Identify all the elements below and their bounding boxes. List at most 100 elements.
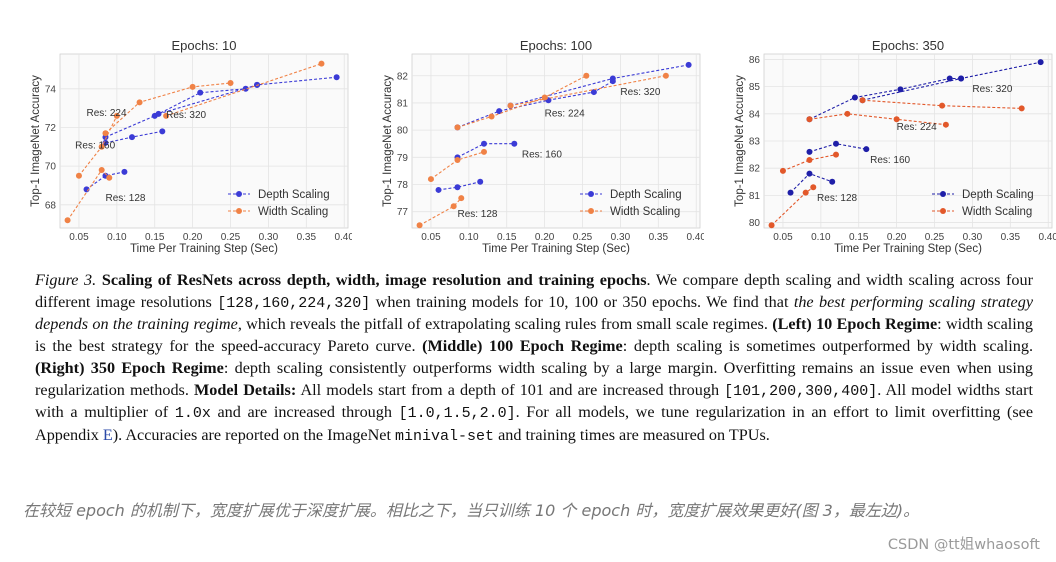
chart-epochs-100: Epochs: 100 0.05 0.10 0.15 0.20 0.25 0.30 0.35 0…	[382, 38, 704, 255]
data-point	[427, 176, 434, 183]
res-annotation: Res: 320	[166, 110, 206, 121]
legend-marker	[940, 191, 946, 197]
caption-text: . All model widths start with a multipli…	[35, 380, 1034, 422]
data-point	[189, 83, 196, 90]
caption-text: ). Accuracies are reported on the ImageN…	[112, 425, 396, 444]
x-tick-label: 0.15	[497, 232, 517, 243]
x-tick-label: 0.35	[1001, 232, 1021, 243]
legend-marker	[236, 191, 242, 197]
data-point	[159, 128, 166, 135]
series-line	[419, 197, 462, 226]
series-depth	[787, 59, 1044, 196]
res-annotation: Res: 160	[75, 141, 115, 152]
data-point	[662, 72, 669, 79]
left-regime-label: (Left) 10 Epoch Regime	[772, 315, 938, 334]
width-start: 1.0x	[174, 405, 211, 423]
data-point	[511, 140, 518, 147]
data-point	[590, 89, 597, 96]
data-point	[806, 116, 813, 123]
y-tick-label: 78	[397, 180, 409, 191]
x-tick-label: 0.10	[107, 232, 127, 243]
series-line	[809, 113, 946, 126]
y-axis-label: Top-1 ImageNet Accuracy	[734, 75, 746, 207]
series-width	[768, 97, 1025, 229]
y-tick-label: 81	[749, 191, 761, 202]
csdn-watermark: CSDN @tt姐whaosoft	[887, 537, 1040, 553]
res-annotation: Res: 160	[870, 155, 910, 166]
x-tick-label: 0.30	[259, 232, 279, 243]
legend-label: Width Scaling	[258, 206, 328, 218]
x-axis-label: Time Per Training Step (Sec)	[130, 243, 278, 255]
x-axis-label: Time Per Training Step (Sec)	[482, 243, 630, 255]
legend-label: Width Scaling	[962, 206, 1032, 218]
caption-text: . We compare depth scaling and width sca…	[35, 271, 1033, 311]
x-tick-label: 0.10	[811, 232, 831, 243]
series-line	[457, 75, 587, 128]
y-tick-label: 84	[749, 109, 761, 120]
data-point	[583, 72, 590, 79]
data-point	[129, 134, 135, 141]
data-point	[488, 113, 495, 120]
data-point	[939, 102, 946, 109]
data-point	[435, 186, 442, 193]
series-line	[105, 82, 231, 134]
res-list: [128,160,224,320]	[217, 294, 371, 312]
data-point	[685, 61, 692, 68]
x-tick-label: 0.25	[925, 232, 945, 243]
data-point	[481, 140, 487, 147]
series-line	[86, 171, 125, 190]
series-width	[64, 60, 325, 224]
y-tick-label: 82	[749, 164, 761, 175]
legend-marker	[236, 208, 242, 214]
data-point	[454, 184, 461, 191]
x-tick-label: 0.15	[145, 232, 165, 243]
x-tick-label: 0.30	[611, 232, 631, 243]
res-annotation: Res: 224	[897, 122, 937, 133]
appendix-link[interactable]: E	[102, 425, 113, 444]
data-point	[318, 60, 325, 67]
x-tick-label: 0.30	[963, 232, 983, 243]
data-point	[897, 86, 904, 93]
caption-text: and are increased through	[210, 403, 399, 422]
chart-epochs-10: Epochs: 10 0.05 0.10 0.15 0.20 0.25 0.30 0.35 0.…	[30, 38, 352, 255]
data-point	[75, 172, 82, 179]
x-tick-label: 0.05	[773, 232, 793, 243]
res-annotation: Res: 224	[545, 109, 585, 120]
x-tick-label: 0.20	[887, 232, 907, 243]
data-point	[333, 74, 340, 81]
width-list: [1.0,1.5,2.0]	[398, 405, 516, 423]
y-axis-label: Top-1 ImageNet Accuracy	[30, 75, 42, 207]
series-line	[105, 84, 258, 138]
y-tick-label: 85	[749, 82, 761, 93]
x-tick-label: 0.25	[573, 232, 593, 243]
data-point	[844, 110, 851, 117]
y-tick-label: 80	[749, 218, 761, 229]
middle-regime-label: (Middle) 100 Epoch Regime	[422, 337, 623, 356]
data-point	[102, 130, 109, 137]
x-tick-label: 0.35	[297, 232, 317, 243]
y-tick-label: 82	[397, 71, 409, 82]
data-point	[833, 140, 839, 147]
data-point	[863, 146, 870, 153]
y-axis-label: Top-1 ImageNet Accuracy	[382, 75, 394, 207]
x-tick-label: 0.10	[459, 232, 479, 243]
data-point	[507, 102, 514, 109]
chart-epochs-350: Epochs: 350 0.05 0.10 0.15 0.20 0.25 0.30 0.35 0…	[734, 38, 1056, 255]
y-tick-label: 77	[397, 207, 409, 218]
caption-text: when training models for 10, 100 or 350 …	[370, 292, 794, 311]
chart-title: Epochs: 10	[171, 38, 236, 53]
data-point	[806, 157, 813, 164]
data-point	[810, 184, 817, 191]
y-tick-label: 81	[397, 98, 409, 109]
x-tick-label: 0.35	[649, 232, 669, 243]
res-annotation: Res: 320	[972, 84, 1012, 95]
series-line	[510, 75, 667, 107]
series-width	[416, 72, 669, 229]
data-point	[458, 195, 465, 202]
data-point	[454, 157, 461, 164]
res-annotation: Res: 128	[105, 193, 145, 204]
data-point	[1018, 105, 1025, 112]
data-point	[958, 75, 965, 82]
data-point	[851, 94, 858, 101]
x-tick-label: 0.05	[69, 232, 89, 243]
